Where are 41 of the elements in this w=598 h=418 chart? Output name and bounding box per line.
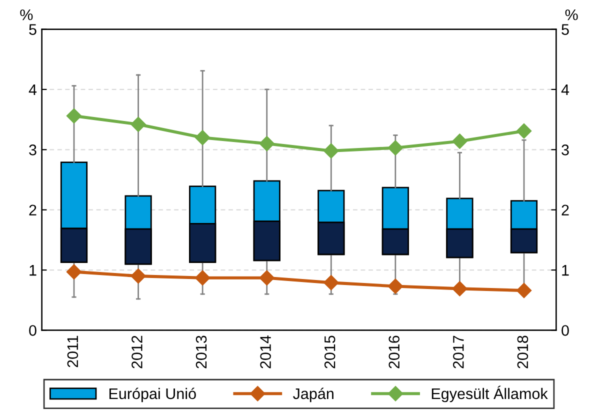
x-tick-label: 2013 (196, 336, 207, 368)
y-tick-label: 4 (28, 84, 37, 95)
point (388, 140, 403, 156)
x-tick-label: 2017 (452, 336, 464, 368)
point (195, 130, 210, 146)
point (66, 108, 82, 124)
x-tick-label: 2018 (517, 336, 528, 368)
point (259, 270, 274, 286)
y-tick-label: 1 (30, 265, 36, 276)
x-tick-label: 2011 (67, 336, 78, 368)
point (66, 264, 82, 280)
point (195, 270, 210, 286)
y2-tick-label: 3 (562, 144, 569, 156)
point (324, 143, 339, 158)
point (452, 281, 468, 296)
legend-label: Egyesült Államok (432, 386, 548, 402)
y2-tick-label: 0 (562, 325, 569, 336)
y2-tick-label: 2 (562, 204, 569, 216)
point (130, 268, 146, 284)
y2-tick-label: 1 (562, 265, 569, 276)
x-tick-label: 2014 (260, 336, 271, 368)
point (130, 116, 146, 132)
y-tick-label: 0 (29, 325, 36, 336)
y-tick-label: 3 (29, 144, 36, 156)
point (324, 275, 339, 290)
y-axis-title: % (20, 9, 33, 20)
y2-axis-title: % (565, 9, 578, 20)
x-tick-label: 2016 (388, 336, 400, 368)
x-tick-label: 2015 (324, 336, 336, 368)
y-tick-label: 2 (29, 204, 36, 216)
y2-tick-label: 5 (562, 24, 569, 35)
x-tick-label: 2012 (132, 336, 142, 368)
point (388, 278, 403, 294)
legend-label: Európai Unió (109, 388, 196, 402)
point (516, 123, 532, 139)
y2-tick-label: 4 (561, 84, 570, 95)
y-tick-label: 5 (29, 24, 36, 35)
point (259, 136, 274, 152)
point (452, 134, 468, 149)
legend-label: Japán (293, 388, 334, 402)
point (516, 282, 532, 298)
